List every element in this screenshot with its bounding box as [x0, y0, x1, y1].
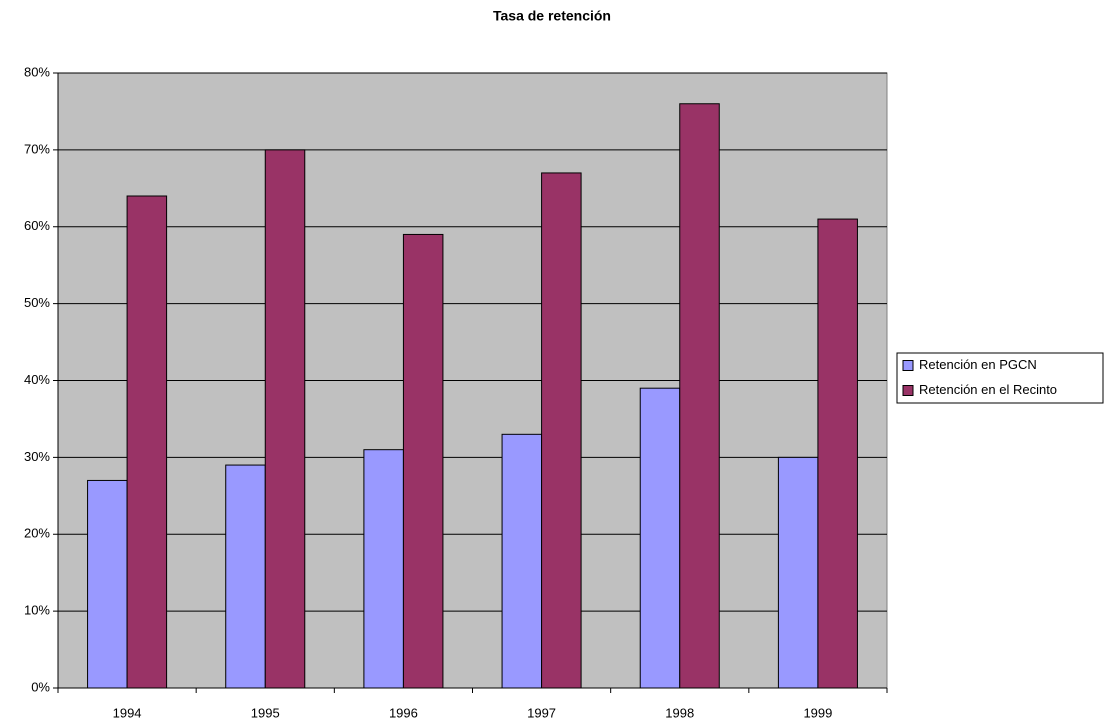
- bar: [225, 464, 266, 689]
- y-tick-label: 0%: [31, 679, 50, 694]
- legend-label: Retención en el Recinto: [919, 382, 1057, 397]
- y-tick-label: 40%: [24, 372, 50, 387]
- bar: [501, 433, 543, 689]
- y-tick-label: 70%: [24, 141, 50, 156]
- x-tick-label: 1995: [251, 705, 280, 719]
- bar: [363, 449, 404, 689]
- y-tick-label: 80%: [24, 64, 50, 79]
- x-tick-label: 1997: [527, 705, 556, 719]
- x-tick-label: 1998: [665, 705, 694, 719]
- bar: [402, 233, 444, 689]
- bar: [639, 387, 681, 689]
- legend-label: Retención en PGCN: [919, 357, 1037, 372]
- x-tick-label: 1994: [113, 705, 142, 719]
- y-tick-label: 20%: [24, 526, 50, 541]
- bar: [541, 172, 582, 689]
- bar: [679, 103, 720, 689]
- y-tick-label: 50%: [24, 295, 50, 310]
- bar: [87, 479, 128, 689]
- legend-swatch: [902, 360, 914, 371]
- legend-box: [896, 352, 1104, 404]
- y-tick-label: 60%: [24, 218, 50, 233]
- x-tick-label: 1999: [803, 705, 832, 719]
- bar: [264, 149, 306, 689]
- y-tick-label: 10%: [24, 603, 50, 618]
- bar: [126, 195, 168, 689]
- bar: [817, 218, 858, 689]
- bar: [777, 456, 819, 689]
- y-tick-label: 30%: [24, 449, 50, 464]
- x-tick-label: 1996: [389, 705, 418, 719]
- legend-swatch: [902, 385, 914, 396]
- chart-title: Tasa de retención: [493, 8, 611, 24]
